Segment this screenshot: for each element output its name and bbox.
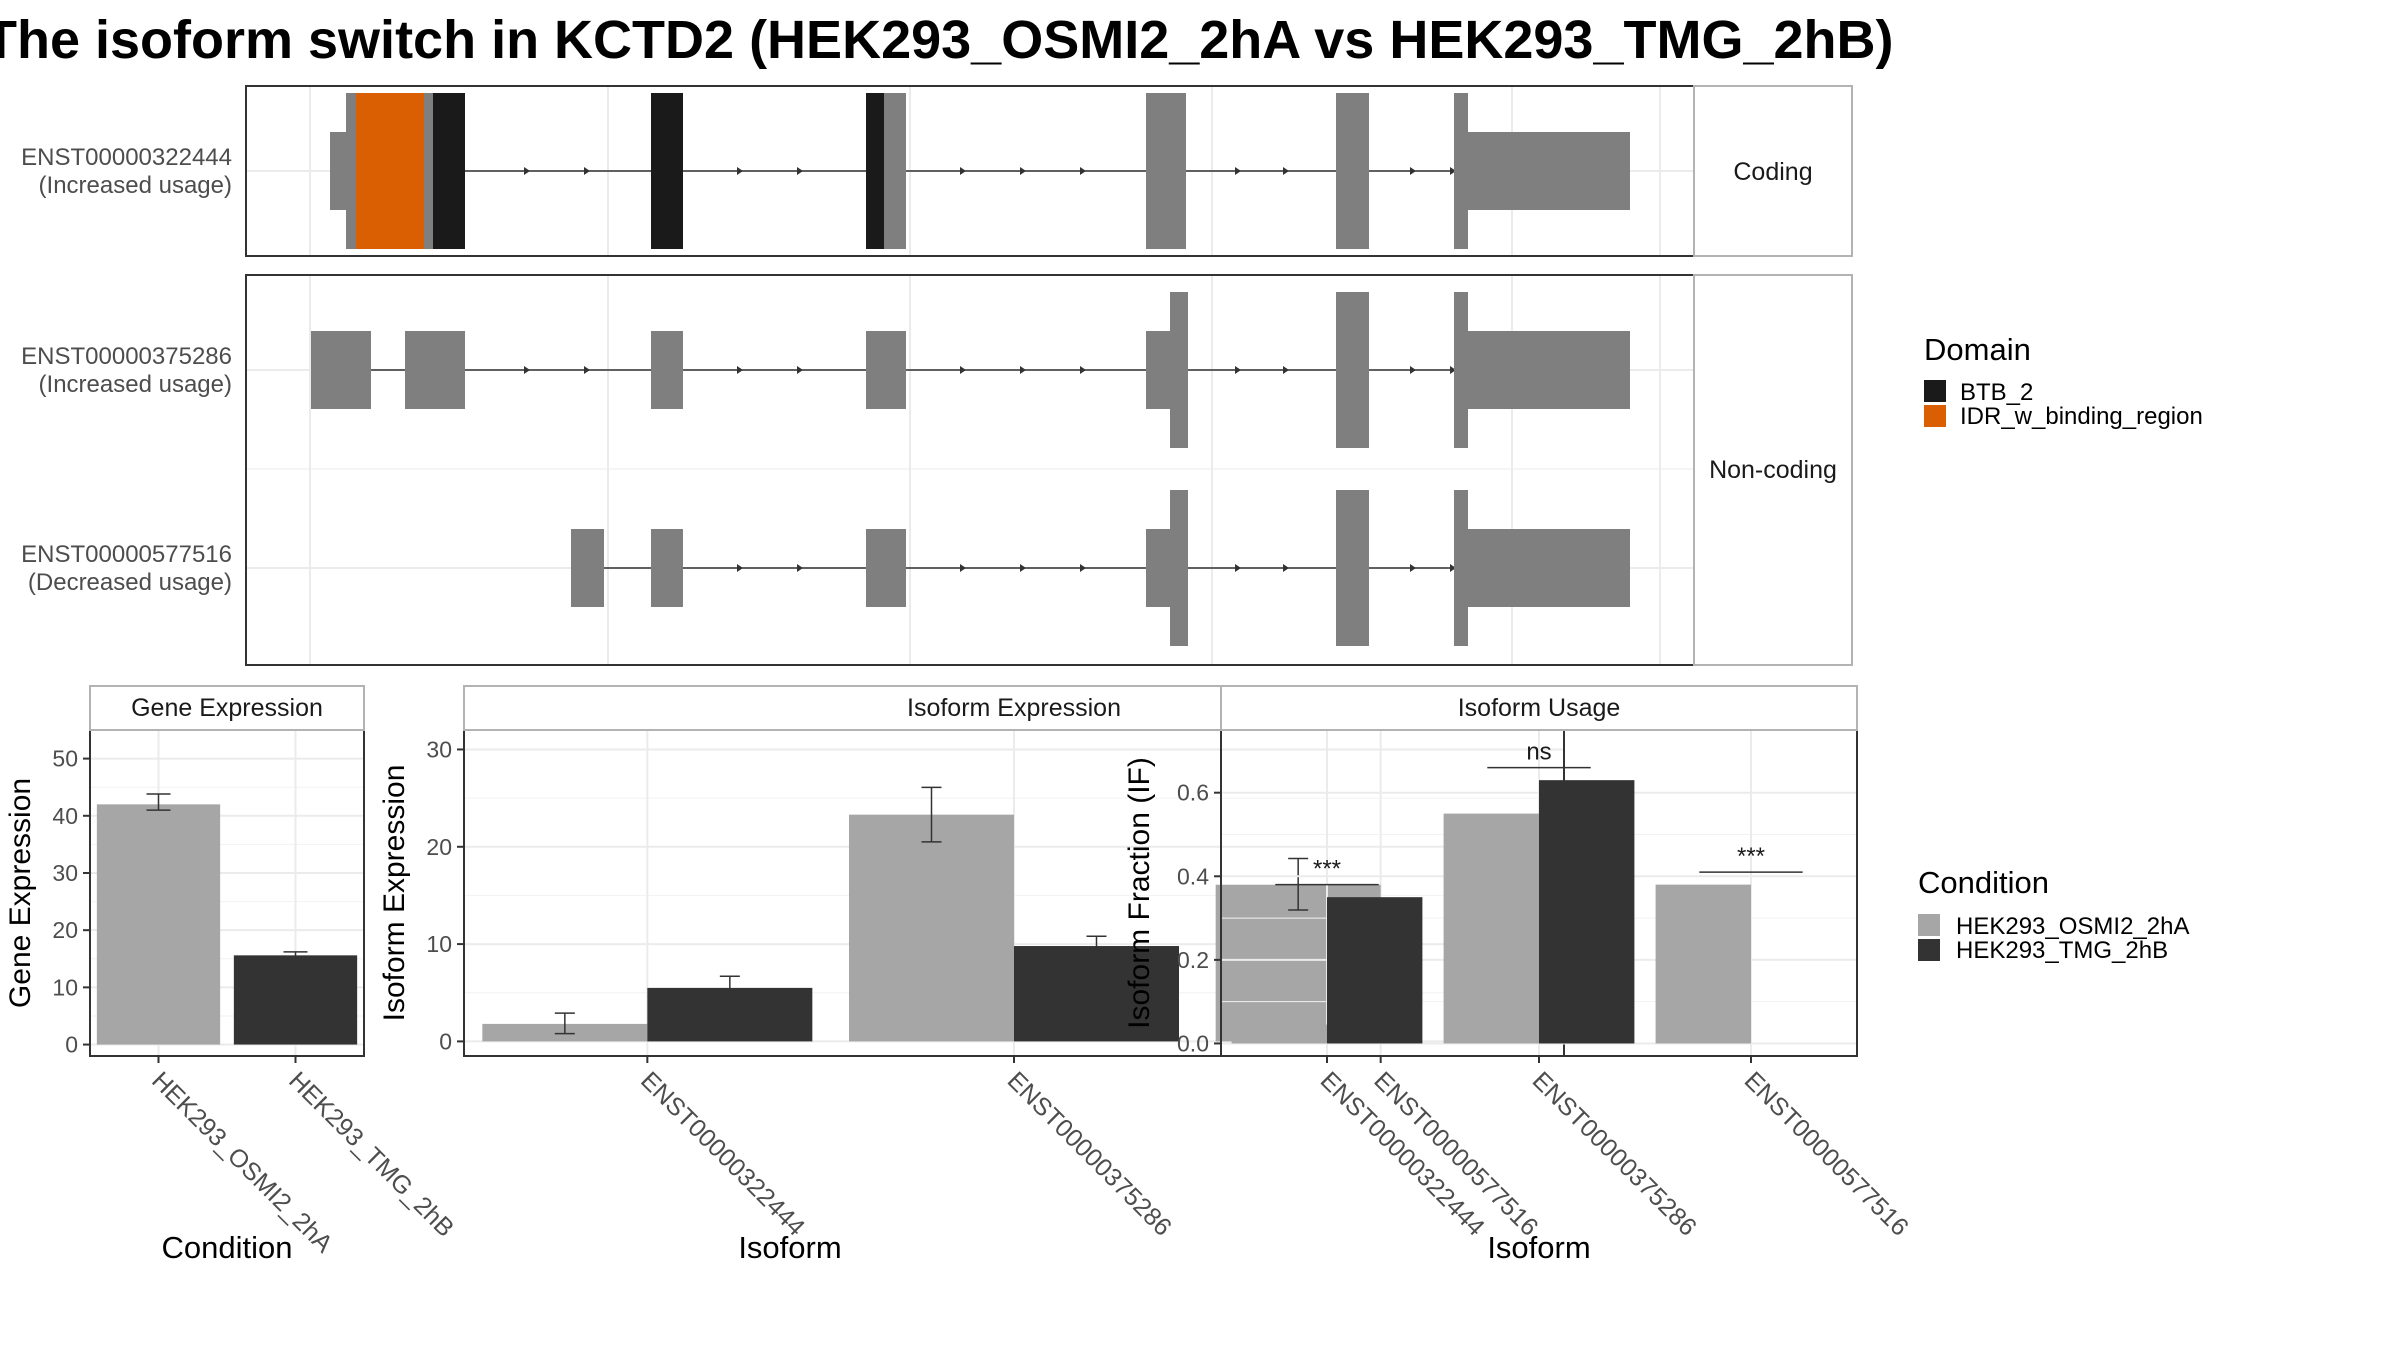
y-tick-label: 0 (439, 1028, 452, 1054)
legend-key-condB (1918, 939, 1940, 961)
bar (96, 804, 221, 1045)
bar (1014, 946, 1179, 1042)
exon (1466, 331, 1630, 409)
y-tick-label: 0.2 (1177, 947, 1209, 973)
isoform-label-status: (Increased usage) (39, 172, 232, 199)
coding-strip-label: Coding (1733, 158, 1812, 186)
y-tick-label: 0 (65, 1032, 78, 1058)
isoform-track-ENST00000322444 (330, 93, 1630, 249)
legend-label: HEK293_OSMI2_2hA (1956, 913, 2189, 940)
exon (1170, 490, 1188, 646)
isoform-track-ENST00000577516 (571, 490, 1630, 646)
bar (1231, 1024, 1327, 1044)
exon (1336, 93, 1369, 249)
y-tick-label: 40 (52, 803, 78, 829)
exon (651, 529, 683, 607)
x-tick-label: ENST00000577516 (1739, 1066, 1914, 1241)
bar (233, 955, 358, 1045)
x-axis-label: Isoform (738, 1230, 841, 1265)
panel-strip (1220, 685, 1858, 731)
legend-key-IDR (1924, 405, 1946, 427)
legend-condition-title: Condition (1918, 865, 2049, 900)
exon (1336, 292, 1369, 448)
significance-label: *** (1313, 856, 1341, 883)
isoform-label-id: ENST00000322444 (21, 144, 232, 171)
exon (405, 331, 465, 409)
bar (1327, 897, 1423, 1044)
x-axis-label: Isoform (1487, 1230, 1590, 1265)
noncoding-strip (1693, 274, 1853, 666)
panel-title: Isoform Usage (1458, 694, 1621, 722)
exon (311, 331, 371, 409)
bar (1443, 813, 1539, 1044)
y-axis-label: Isoform Fraction (IF) (1123, 757, 1156, 1029)
figure-title: The isoform switch in KCTD2 (HEK293_OSMI… (0, 10, 1894, 70)
exon (1336, 490, 1369, 646)
exon (330, 132, 348, 210)
x-tick-label: ENST00000322444 (635, 1066, 810, 1241)
exon (1146, 93, 1186, 249)
x-axis-label: Condition (162, 1230, 293, 1265)
exon (866, 331, 906, 409)
bar (849, 814, 1014, 1042)
panel-strip (89, 685, 365, 731)
exon (1466, 132, 1630, 210)
y-tick-label: 30 (426, 736, 452, 762)
exon (1466, 529, 1630, 607)
domain-BTB_2 (651, 93, 683, 249)
exon (866, 529, 906, 607)
y-tick-label: 20 (426, 834, 452, 860)
y-tick-label: 20 (52, 917, 78, 943)
y-tick-label: 30 (52, 860, 78, 886)
legend-label: HEK293_TMG_2hB (1956, 937, 2168, 964)
domain-BTB_2 (866, 93, 884, 249)
exon (1454, 490, 1468, 646)
y-tick-label: 0.0 (1177, 1030, 1209, 1056)
noncoding-strip-label: Non-coding (1709, 456, 1837, 484)
legend-domain: Domain BTB_2 IDR_w_binding_region (1924, 332, 2203, 430)
legend-key-condA (1918, 914, 1940, 936)
isoform-label-status: (Decreased usage) (28, 569, 232, 596)
isoform-track-ENST00000375286 (311, 292, 1630, 448)
legend-condition: Condition HEK293_OSMI2_2hA HEK293_TMG_2h… (1918, 865, 2189, 964)
x-tick-label: ENST00000375286 (1002, 1066, 1177, 1241)
significance-label: *** (1737, 843, 1765, 870)
legend-label: BTB_2 (1960, 379, 2033, 406)
exon (571, 529, 604, 607)
significance-label: ns (1526, 739, 1551, 766)
exon (1146, 529, 1172, 607)
legend-key-BTB_2 (1924, 380, 1946, 402)
y-tick-label: 10 (426, 931, 452, 957)
bar (1539, 780, 1635, 1044)
x-tick-label: ENST00000375286 (1527, 1066, 1702, 1241)
isoform-label-id: ENST00000577516 (21, 541, 232, 568)
isoform-structure-panels: Coding Non-coding ENST00000322444 (Incre… (21, 85, 1853, 666)
exon (1454, 93, 1468, 249)
y-axis-label: Isoform Expression (378, 765, 411, 1022)
exon (1146, 331, 1172, 409)
bar (1655, 884, 1751, 1044)
y-tick-label: 0.4 (1177, 863, 1209, 889)
panel-title: Isoform Expression (907, 694, 1121, 722)
panel-title: Gene Expression (131, 694, 323, 722)
isoform-label-status: (Increased usage) (39, 371, 232, 398)
y-axis-label: Gene Expression (4, 778, 37, 1008)
exon (1170, 292, 1188, 448)
domain-BTB_2 (433, 93, 465, 249)
exon (1454, 292, 1468, 448)
isoform-label-id: ENST00000375286 (21, 343, 232, 370)
legend-label: IDR_w_binding_region (1960, 403, 2203, 430)
y-tick-label: 50 (52, 746, 78, 772)
legend-domain-title: Domain (1924, 332, 2031, 367)
y-tick-label: 10 (52, 974, 78, 1000)
domain-IDR (356, 93, 424, 249)
coding-strip (1693, 85, 1853, 257)
y-tick-label: 0.6 (1177, 780, 1209, 806)
exon (651, 331, 683, 409)
